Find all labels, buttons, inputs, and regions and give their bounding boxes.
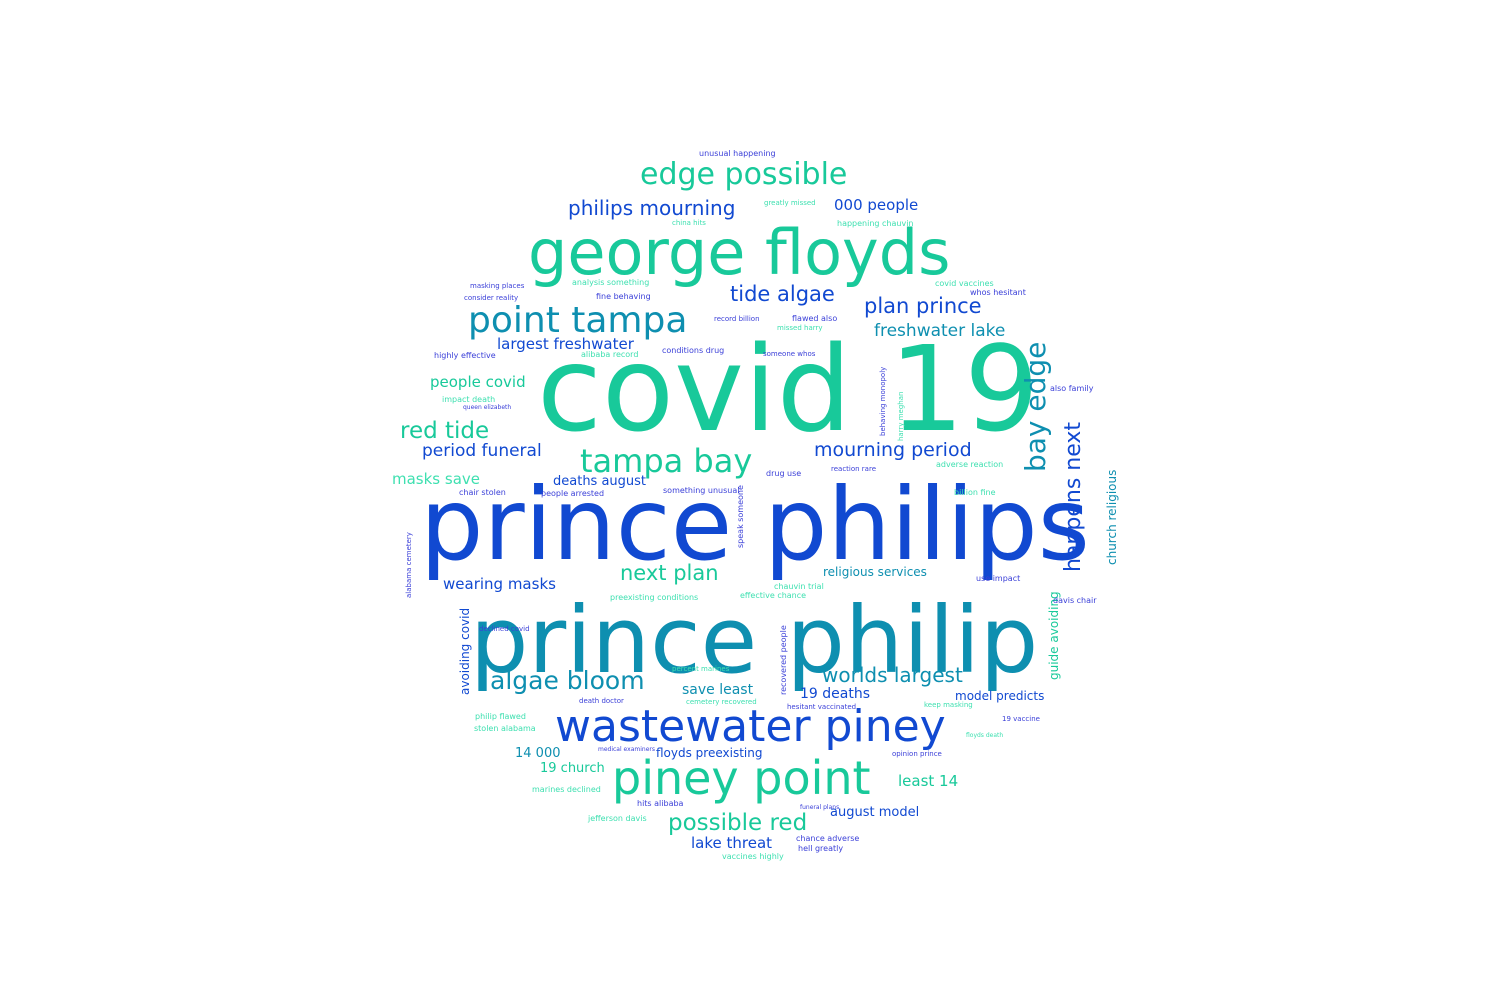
cloud-word: 000 people bbox=[834, 196, 919, 214]
cloud-word: queen elizabeth bbox=[463, 404, 512, 411]
cloud-word: worlds largest bbox=[822, 663, 963, 687]
cloud-word: wearing masks bbox=[443, 575, 556, 593]
cloud-word: save least bbox=[682, 682, 754, 698]
cloud-word: covid 19 bbox=[537, 320, 1040, 458]
cloud-word: happening chauvin bbox=[837, 219, 914, 228]
cloud-word: greatly missed bbox=[764, 199, 816, 207]
cloud-word: people covid bbox=[430, 373, 526, 391]
cloud-word: largest freshwater bbox=[497, 335, 634, 353]
cloud-word: harry meghan bbox=[897, 391, 905, 441]
cloud-word: alabama cemetery bbox=[405, 532, 413, 598]
cloud-word: use impact bbox=[976, 574, 1021, 583]
cloud-word: chance adverse bbox=[796, 834, 860, 843]
cloud-word: august model bbox=[830, 805, 920, 820]
cloud-word: effective chance bbox=[740, 591, 807, 600]
cloud-word: billion fine bbox=[954, 488, 996, 497]
cloud-word: wastewater piney bbox=[555, 701, 946, 752]
cloud-word: behaving monopoly bbox=[879, 366, 887, 436]
cloud-word: keep masking bbox=[924, 701, 973, 709]
cloud-word: tampa bay bbox=[580, 442, 753, 480]
cloud-word: plan prince bbox=[864, 294, 982, 318]
cloud-word: declined covid bbox=[479, 625, 530, 633]
cloud-word: reaction rare bbox=[831, 465, 877, 473]
cloud-word: philips mourning bbox=[568, 196, 736, 220]
cloud-word: conditions drug bbox=[662, 346, 725, 355]
cloud-word: 19 deaths bbox=[800, 686, 870, 702]
cloud-word: also family bbox=[1050, 384, 1094, 393]
cloud-word: algae bloom bbox=[490, 666, 645, 695]
cloud-word: percent marines bbox=[672, 665, 730, 673]
cloud-word: alibaba record bbox=[581, 350, 639, 359]
cloud-word: covid vaccines bbox=[935, 279, 994, 288]
cloud-word: philip flawed bbox=[475, 712, 526, 721]
cloud-word: religious services bbox=[823, 565, 927, 579]
cloud-word: chair stolen bbox=[459, 488, 506, 497]
cloud-word: period funeral bbox=[422, 441, 542, 461]
cloud-word: vaccines highly bbox=[722, 852, 784, 861]
cloud-word: edge possible bbox=[640, 157, 848, 192]
cloud-word: recovered people bbox=[779, 625, 788, 695]
cloud-word: preexisting conditions bbox=[610, 593, 699, 602]
cloud-word: jefferson davis bbox=[588, 814, 647, 823]
cloud-word: point tampa bbox=[468, 300, 688, 341]
cloud-word: red tide bbox=[400, 418, 490, 444]
cloud-word: freshwater lake bbox=[874, 321, 1006, 341]
cloud-word: model predicts bbox=[955, 689, 1045, 703]
cloud-word: next plan bbox=[620, 561, 719, 585]
cloud-word: whos hesitant bbox=[970, 288, 1026, 297]
cloud-word: floyds death bbox=[966, 732, 1004, 739]
cloud-word: least 14 bbox=[898, 772, 959, 790]
cloud-word: tide algae bbox=[730, 282, 835, 306]
cloud-word: record billion bbox=[714, 315, 760, 323]
cloud-word: avoiding covid bbox=[458, 607, 472, 695]
cloud-word: church religious bbox=[1105, 469, 1119, 565]
cloud-word: 19 vaccine bbox=[1002, 715, 1040, 723]
cloud-word: davis chair bbox=[1053, 596, 1097, 605]
cloud-word: impact death bbox=[442, 395, 496, 404]
cloud-word: marines declined bbox=[532, 785, 601, 794]
cloud-word: missed harry bbox=[777, 324, 823, 332]
cloud-word: chauvin trial bbox=[774, 582, 824, 591]
cloud-word: deaths august bbox=[553, 474, 647, 489]
cloud-word: funeral plans bbox=[800, 804, 840, 811]
cloud-word: death doctor bbox=[579, 697, 624, 705]
cloud-word: masking places bbox=[470, 282, 525, 290]
cloud-word: 14 000 bbox=[515, 746, 561, 761]
cloud-word: speak someone bbox=[736, 485, 745, 548]
cloud-word: someone whos bbox=[763, 350, 816, 358]
cloud-word: adverse reaction bbox=[936, 460, 1004, 469]
cloud-word: china hits bbox=[672, 219, 706, 227]
cloud-word: opinion prince bbox=[892, 750, 942, 758]
cloud-word: medical examiners bbox=[598, 746, 655, 753]
cloud-word: cemetery recovered bbox=[686, 698, 757, 706]
cloud-word: consider reality bbox=[464, 294, 519, 302]
cloud-word: george floyds bbox=[528, 216, 951, 289]
cloud-word: floyds preexisting bbox=[656, 746, 763, 760]
cloud-word: hesitant vaccinated bbox=[787, 703, 857, 711]
cloud-word: possible red bbox=[668, 810, 808, 836]
cloud-word: analysis something bbox=[572, 278, 650, 287]
cloud-word: hell greatly bbox=[798, 844, 844, 853]
cloud-word: prince philip bbox=[470, 587, 1039, 694]
cloud-word: lake threat bbox=[691, 834, 773, 852]
cloud-word: drug use bbox=[766, 469, 802, 478]
cloud-word: prince philips bbox=[420, 466, 1090, 583]
cloud-word: hits alibaba bbox=[637, 799, 684, 808]
cloud-word: masks save bbox=[392, 470, 481, 488]
cloud-word: highly effective bbox=[434, 351, 496, 360]
cloud-word: unusual happening bbox=[699, 149, 776, 158]
cloud-word: mourning period bbox=[814, 439, 972, 461]
cloud-word: 19 church bbox=[540, 761, 605, 776]
cloud-word: stolen alabama bbox=[474, 724, 536, 733]
cloud-word: something unusual bbox=[663, 486, 740, 495]
cloud-word: happens next bbox=[1061, 421, 1086, 572]
cloud-word: people arrested bbox=[541, 489, 605, 498]
cloud-word: fine behaving bbox=[596, 292, 651, 301]
cloud-word: flawed also bbox=[792, 314, 838, 323]
cloud-word: bay edge bbox=[1019, 341, 1052, 472]
cloud-word: piney point bbox=[612, 751, 871, 805]
